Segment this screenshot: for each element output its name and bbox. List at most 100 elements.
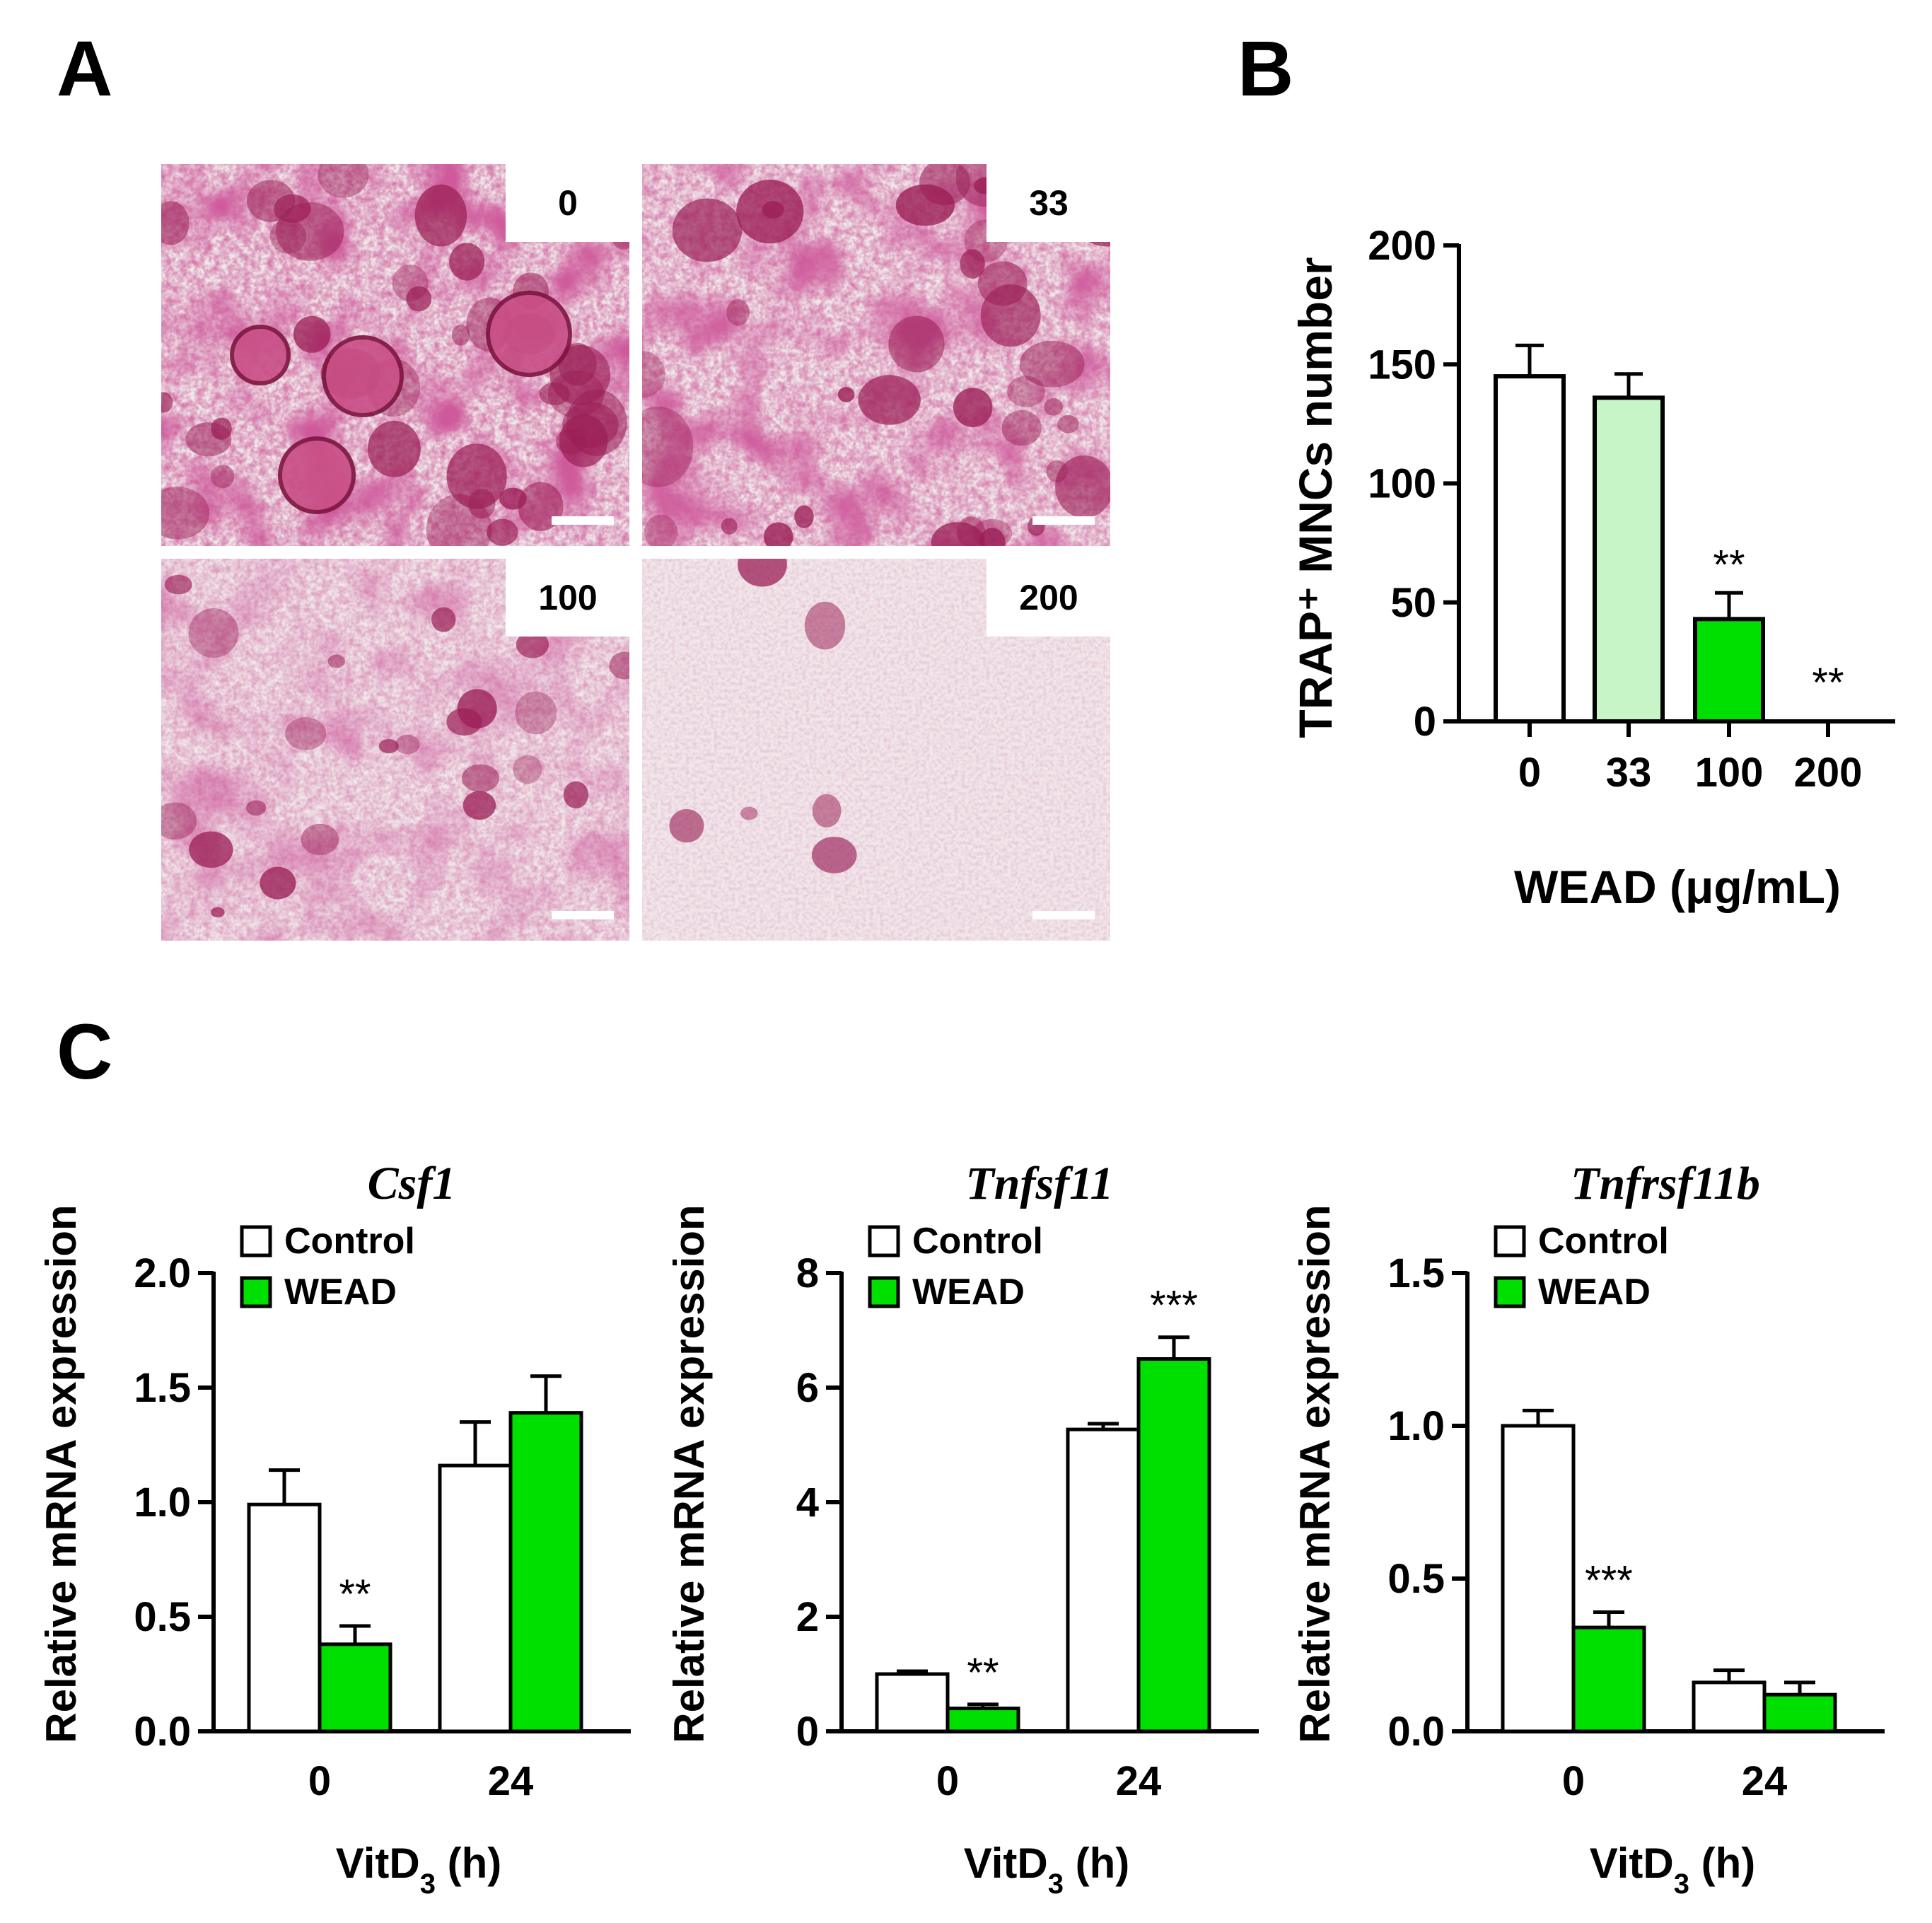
- chart-tnfrsf11b: 0.0 0.5 1.0 1.5 *** 0 24 Tnfrsf11b Control WEAD Re…: [1291, 1158, 1885, 1900]
- stained-cell: [245, 800, 267, 816]
- chart-tnfsf11: 02468**0***24Tnfsf11ControlWEADRelative …: [665, 1158, 1259, 1900]
- stained-cell: [609, 651, 629, 680]
- significance-marker: ***: [1585, 1558, 1633, 1604]
- stained-cell: [378, 739, 399, 754]
- stained-cell: [549, 344, 611, 405]
- micrograph-1: 33: [642, 164, 1110, 546]
- x-tick-label: 24: [488, 1758, 534, 1804]
- stained-cell: [931, 522, 985, 546]
- bar: [318, 1642, 392, 1733]
- stained-cell: [211, 907, 225, 918]
- bar: [1593, 395, 1665, 724]
- stained-cell: [1044, 398, 1063, 416]
- micrograph-label: 200: [1019, 578, 1078, 617]
- osteoclast: [486, 291, 572, 377]
- x-axis-title: VitD3 (h): [964, 1840, 1129, 1900]
- stained-cell: [812, 794, 842, 827]
- micrograph-label-box: [987, 559, 1110, 637]
- stained-cell: [487, 518, 518, 546]
- bar: [1136, 1357, 1211, 1733]
- bar: [1693, 617, 1765, 724]
- x-tick-label: 0: [936, 1758, 959, 1804]
- legend-swatch: [240, 1225, 272, 1257]
- bar: [1066, 1427, 1141, 1733]
- bar: [508, 1411, 583, 1733]
- chart-csf1: 0.0 0.5 1.0 1.5 2.0 ** 0 24 Csf1 Control WEAD Relat…: [37, 1158, 631, 1900]
- stained-cell: [960, 249, 985, 279]
- bar: [438, 1463, 513, 1733]
- stained-cell: [327, 654, 345, 668]
- y-tick-label: 0: [1414, 699, 1436, 745]
- stained-cell: [457, 689, 497, 728]
- y-tick-label: 1.0: [1387, 1403, 1445, 1449]
- osteoclast: [322, 335, 404, 417]
- scale-bar: [552, 911, 614, 919]
- bar: [1692, 1680, 1767, 1733]
- stained-cell: [804, 601, 846, 650]
- stained-cell: [414, 184, 467, 247]
- stained-cell: [669, 809, 704, 843]
- stained-cell: [642, 351, 666, 398]
- osteoclast: [230, 325, 291, 385]
- legend-label: WEAD: [912, 1272, 1025, 1313]
- legend-label: WEAD: [1538, 1272, 1651, 1313]
- y-tick-label: 0.5: [1387, 1556, 1445, 1602]
- stained-cell: [285, 717, 327, 750]
- x-tick-label: 33: [1606, 750, 1652, 796]
- y-tick-label: 150: [1368, 342, 1436, 388]
- significance-marker: ***: [1150, 1283, 1198, 1329]
- stained-cell: [260, 866, 296, 900]
- stained-cell: [161, 487, 210, 540]
- osteoclast: [278, 436, 356, 514]
- significance-marker: **: [967, 1650, 999, 1696]
- y-tick-label: 100: [1368, 461, 1436, 507]
- stained-cell: [210, 465, 235, 489]
- y-tick-label: 8: [796, 1250, 819, 1296]
- stained-cell: [762, 201, 784, 219]
- stained-cell: [431, 607, 456, 632]
- legend-swatch: [240, 1276, 272, 1308]
- stained-cell: [446, 443, 507, 509]
- stained-cell: [246, 180, 296, 222]
- significance-marker: **: [1812, 660, 1844, 706]
- x-tick-label: 100: [1695, 750, 1764, 796]
- legend-label: WEAD: [284, 1272, 397, 1313]
- bar: [945, 1707, 1020, 1733]
- stained-cell: [462, 791, 496, 820]
- bar: [1762, 1692, 1837, 1733]
- y-tick-label: 0: [796, 1709, 819, 1755]
- x-tick-label: 24: [1742, 1758, 1788, 1804]
- stained-cell: [318, 164, 369, 198]
- stained-cell: [562, 402, 619, 448]
- stained-cell: [895, 184, 955, 226]
- stained-cell: [979, 528, 1006, 546]
- legend-label: Control: [284, 1221, 415, 1262]
- bar: [1571, 1625, 1646, 1733]
- stained-cell: [395, 734, 420, 755]
- legend-swatch: [1494, 1225, 1526, 1257]
- stained-cell: [515, 691, 557, 735]
- stained-cell: [1057, 414, 1079, 434]
- y-tick-label: 2.0: [134, 1250, 191, 1296]
- stained-cell: [516, 631, 549, 658]
- y-tick-label: 6: [796, 1365, 819, 1411]
- stained-cell: [644, 514, 677, 546]
- chart-trap-mncs: 0 50 100 150 200 0 33 100 ** 200 ** TRAP⁺ MNCs numb…: [1289, 223, 1895, 913]
- micrograph-label: 0: [558, 183, 578, 223]
- scale-bar: [1032, 911, 1095, 919]
- y-tick-label: 4: [796, 1480, 819, 1526]
- stained-cell: [406, 286, 432, 312]
- stained-cell: [367, 421, 421, 477]
- chart-title: Csf1: [368, 1158, 456, 1209]
- micrograph-3: 200: [642, 559, 1110, 941]
- panel-label-c: C: [57, 1009, 112, 1096]
- y-axis-title: TRAP⁺ MNCs number: [1289, 257, 1342, 738]
- stained-cell: [563, 781, 589, 809]
- micrograph-label: 33: [1029, 183, 1069, 223]
- micrograph-2: 100: [161, 559, 629, 941]
- stained-cell: [738, 559, 787, 587]
- x-tick-label: 0: [1518, 750, 1541, 796]
- stained-cell: [161, 392, 173, 413]
- x-tick-label: 0: [308, 1758, 331, 1804]
- chart-title: Tnfrsf11b: [1571, 1158, 1760, 1209]
